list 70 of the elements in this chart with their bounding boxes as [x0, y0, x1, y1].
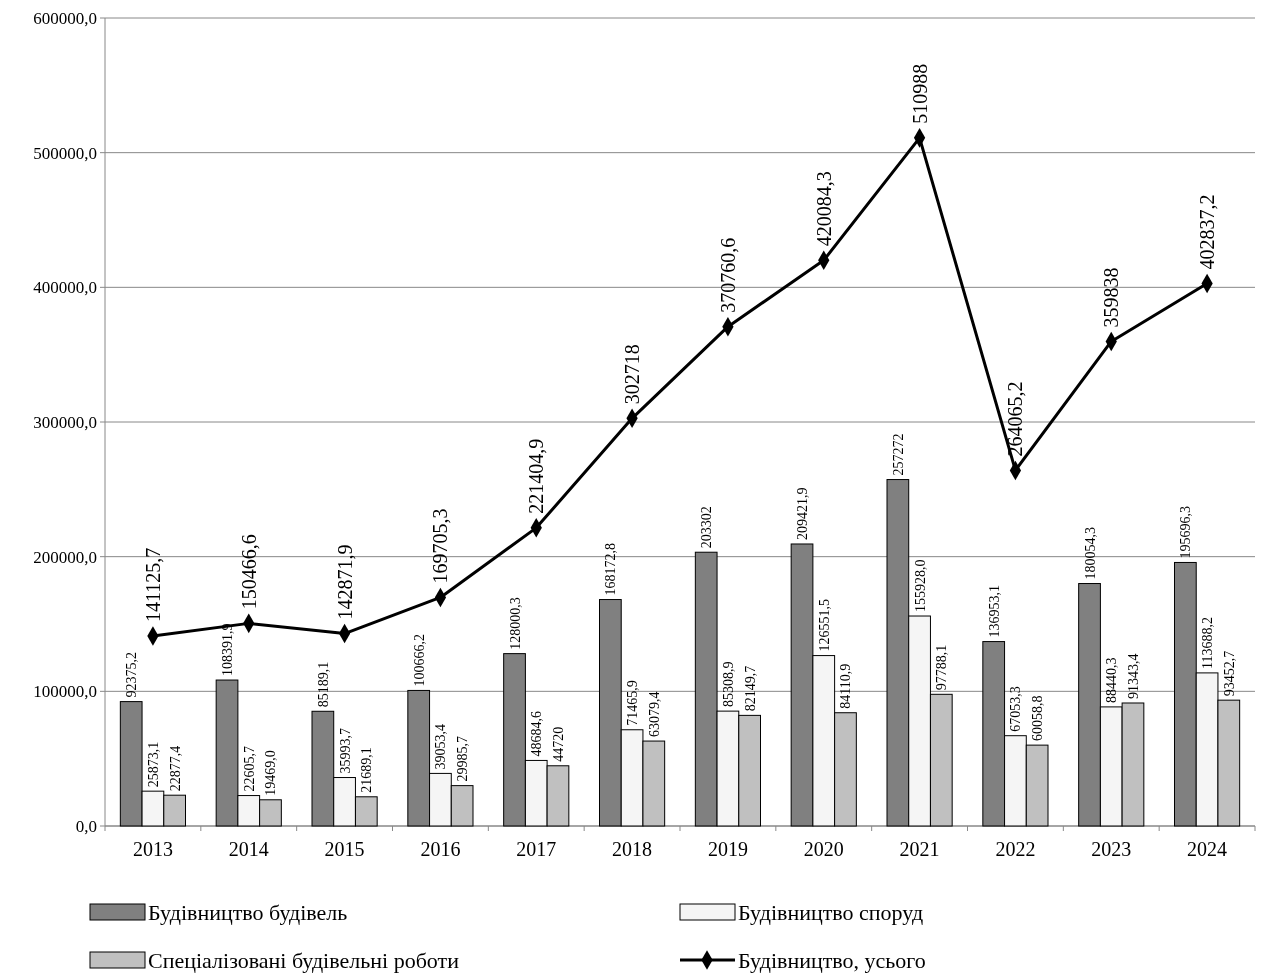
x-tick-label: 2016 — [420, 838, 461, 860]
y-tick-label: 400000,0 — [33, 278, 97, 298]
legend-label: Будівництво споруд — [738, 900, 924, 925]
data-label: 19469,0 — [263, 750, 279, 796]
data-label: 128000,3 — [507, 597, 523, 650]
data-label: 63079,4 — [646, 691, 662, 738]
data-label: 48684,6 — [529, 710, 545, 757]
data-label: 84110,9 — [838, 663, 854, 709]
data-label: 136953,1 — [986, 585, 1002, 638]
legend-label: Спеціалізовані будівельні роботи — [148, 948, 460, 973]
x-tick-label: 2021 — [899, 838, 940, 860]
data-label: 82149,7 — [742, 665, 758, 712]
data-label: 141125,7 — [141, 547, 164, 622]
y-tick-label: 100000,0 — [33, 682, 97, 702]
data-label: 203302 — [699, 506, 715, 549]
data-label: 420084,3 — [812, 171, 835, 247]
data-label: 97788,1 — [934, 644, 950, 691]
x-tick-label: 2024 — [1187, 838, 1228, 860]
legend-label: Будівництво, усього — [738, 948, 926, 973]
data-label: 85189,1 — [315, 661, 331, 708]
data-label: 302718 — [621, 344, 644, 405]
x-tick-label: 2017 — [516, 838, 557, 860]
data-label: 370760,6 — [716, 237, 739, 313]
data-label: 93452,7 — [1221, 650, 1237, 697]
data-label: 150466,6 — [237, 534, 260, 610]
x-tick-label: 2023 — [1091, 838, 1132, 860]
data-label: 359838 — [1100, 267, 1123, 328]
data-label: 155928,0 — [912, 559, 928, 613]
data-label: 257272 — [890, 433, 906, 476]
data-label: 88440,3 — [1104, 657, 1120, 703]
y-tick-label: 500000,0 — [33, 143, 97, 163]
data-label: 39053,4 — [433, 723, 449, 770]
data-label: 29985,7 — [455, 736, 471, 782]
data-label: 168172,8 — [603, 543, 619, 596]
data-label: 100666,2 — [411, 633, 427, 687]
data-label: 21689,1 — [359, 747, 375, 793]
y-tick-label: 200000,0 — [33, 547, 97, 567]
data-label: 91343,4 — [1125, 653, 1141, 699]
data-label: 35993,7 — [337, 728, 353, 774]
data-label: 195696,3 — [1178, 505, 1194, 559]
data-label: 264065,2 — [1004, 381, 1027, 457]
data-label: 85308,9 — [720, 661, 736, 708]
y-tick-label: 0,0 — [75, 816, 97, 836]
data-label: 92375,2 — [124, 652, 140, 698]
data-label: 402837,2 — [1196, 194, 1219, 270]
data-label: 169705,3 — [429, 508, 452, 584]
data-label: 71465,9 — [625, 680, 641, 726]
x-tick-label: 2019 — [707, 838, 748, 860]
legend-label: Будівництво будівель — [148, 900, 348, 925]
data-label: 209421,9 — [795, 487, 811, 540]
data-label: 113688,2 — [1200, 616, 1216, 669]
data-label: 44720 — [550, 726, 566, 762]
data-label: 60058,8 — [1030, 695, 1046, 742]
x-tick-label: 2015 — [324, 838, 365, 860]
data-label: 67053,3 — [1008, 686, 1024, 732]
x-tick-label: 2014 — [228, 838, 269, 860]
x-tick-label: 2013 — [132, 838, 173, 860]
x-tick-label: 2022 — [995, 838, 1036, 860]
data-label: 142871,9 — [333, 544, 356, 620]
data-label: 22605,7 — [241, 746, 257, 792]
data-label: 180054,3 — [1082, 527, 1098, 580]
data-label: 22877,4 — [167, 745, 183, 792]
x-tick-label: 2018 — [612, 838, 653, 860]
data-label: 221404,9 — [525, 438, 548, 514]
data-label: 510988 — [908, 63, 931, 124]
y-tick-label: 600000,0 — [33, 8, 97, 28]
x-tick-label: 2020 — [803, 838, 844, 860]
y-tick-label: 300000,0 — [33, 412, 97, 432]
data-label: 126551,5 — [816, 599, 832, 652]
data-label: 25873,1 — [145, 741, 161, 788]
